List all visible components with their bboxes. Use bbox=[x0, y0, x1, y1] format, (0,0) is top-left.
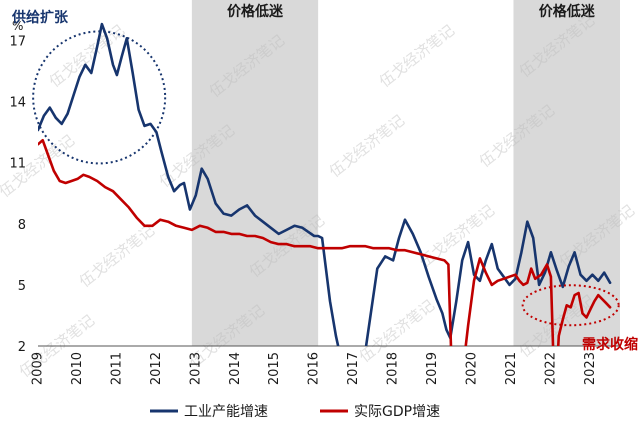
x-tick-label: 2022 bbox=[543, 352, 558, 385]
x-tick-label: 2023 bbox=[583, 352, 598, 385]
legend-label-1: 工业产能增速 bbox=[184, 404, 268, 420]
x-tick-label: 2021 bbox=[504, 352, 519, 385]
watermark-text: 伍戈经济笔记 bbox=[76, 221, 158, 291]
watermark-text: 伍戈经济笔记 bbox=[46, 21, 128, 91]
supply-expansion-label: 供给扩张 bbox=[11, 9, 69, 26]
x-tick-label: 2017 bbox=[346, 352, 361, 385]
y-tick-label: 8 bbox=[18, 218, 26, 233]
demand-contraction-ellipse bbox=[521, 284, 620, 327]
y-tick-label: 11 bbox=[9, 157, 26, 172]
y-tick-label: 2 bbox=[18, 340, 26, 355]
series-line-capacity bbox=[38, 22, 612, 346]
x-tick-label: 2010 bbox=[70, 352, 85, 385]
x-tick-label: 2019 bbox=[425, 352, 440, 385]
x-axis: 2009 2010 2011 2012 2013 2014 2015 2016 2017 2018… bbox=[31, 345, 620, 385]
demand-contraction-label: 需求收缩 bbox=[582, 336, 638, 353]
series-line-gdp bbox=[38, 138, 612, 346]
watermark-text: 伍戈经济笔记 bbox=[376, 21, 458, 91]
x-tick-label: 2011 bbox=[109, 352, 124, 385]
y-tick-label: 17 bbox=[9, 34, 26, 49]
x-tick-label: 2012 bbox=[149, 352, 164, 385]
series-lines bbox=[38, 22, 612, 346]
band-label-2: 价格低迷 bbox=[539, 3, 596, 20]
price-slump-band-2 bbox=[513, 0, 620, 346]
x-tick-label: 2009 bbox=[31, 352, 46, 385]
y-unit: % bbox=[12, 19, 23, 33]
band-label-1: 价格低迷 bbox=[227, 3, 284, 20]
legend-label-2: 实际GDP增速 bbox=[354, 404, 440, 420]
supply-expansion-circle bbox=[32, 30, 167, 165]
y-tick-label: 5 bbox=[18, 279, 26, 294]
price-slump-bands: 价格低迷 价格低迷 bbox=[191, 0, 620, 346]
x-tick-label: 2018 bbox=[386, 352, 401, 385]
x-tick-label: 2013 bbox=[188, 352, 203, 385]
x-tick-label: 2014 bbox=[228, 352, 243, 385]
price-slump-band-1 bbox=[191, 0, 319, 346]
x-tick-label: 2020 bbox=[465, 352, 480, 385]
watermark-text: 伍戈经济笔记 bbox=[326, 111, 408, 181]
y-tick-label: 14 bbox=[9, 96, 26, 111]
x-tick-label: 2016 bbox=[307, 352, 322, 385]
y-axis: % 2 5 8 11 14 17 bbox=[9, 19, 26, 355]
x-tick-label: 2015 bbox=[267, 352, 282, 385]
legend: 工业产能增速 实际GDP增速 bbox=[150, 404, 440, 420]
